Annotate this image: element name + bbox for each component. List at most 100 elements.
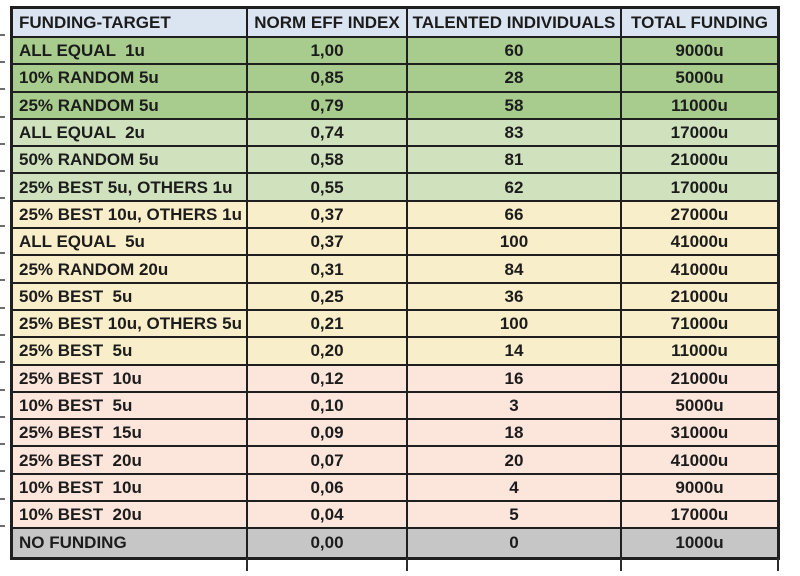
cell-norm-eff-index[interactable]: 1,00 bbox=[248, 38, 408, 64]
cell-talented-individuals[interactable]: 0 bbox=[408, 529, 622, 557]
cell-talented-individuals[interactable]: 84 bbox=[408, 256, 622, 282]
table-row: ALL EQUAL 2u 0,74 83 17000u bbox=[13, 119, 777, 148]
cell-norm-eff-index[interactable]: 0,25 bbox=[248, 283, 408, 309]
cell-norm-eff-index[interactable]: 0,37 bbox=[248, 229, 408, 255]
cell-total-funding[interactable]: 27000u bbox=[670, 204, 729, 224]
cell-norm-eff-index[interactable]: 0,37 bbox=[248, 201, 408, 228]
cell-funding-target[interactable]: 25% BEST 10u, OTHERS 5u bbox=[13, 310, 248, 337]
table-row: 50% BEST 5u 0,25 36 21000u bbox=[13, 283, 777, 311]
cell-total-funding[interactable]: 21000u bbox=[670, 286, 729, 306]
table-row: NO FUNDING 0,00 0 1000u bbox=[13, 529, 777, 557]
cell-total-funding[interactable]: 41000u bbox=[670, 450, 729, 470]
cell-talented-individuals[interactable]: 81 bbox=[408, 147, 622, 173]
cell-funding-target[interactable]: 10% RANDOM 5u bbox=[13, 65, 248, 91]
cell-funding-target[interactable]: 10% BEST 5u bbox=[13, 392, 248, 419]
cell-talented-individuals[interactable]: 14 bbox=[408, 338, 622, 364]
cell-funding-target[interactable]: 50% BEST 5u bbox=[13, 283, 248, 309]
cell-talented-individuals[interactable]: 100 bbox=[408, 310, 622, 337]
cell-talented-individuals[interactable]: 20 bbox=[408, 447, 622, 473]
cell-total-funding[interactable]: 5000u bbox=[675, 396, 724, 415]
cell-talented-individuals[interactable]: 16 bbox=[408, 365, 622, 391]
cell-talented-individuals[interactable]: 60 bbox=[408, 38, 622, 64]
cell-norm-eff-index[interactable]: 0,10 bbox=[248, 392, 408, 419]
cell-funding-target[interactable]: 10% BEST 20u bbox=[13, 502, 248, 528]
cell-funding-target[interactable]: 25% BEST 20u bbox=[13, 447, 248, 473]
cell-total-funding[interactable]: 41000u bbox=[670, 259, 729, 279]
cell-total-funding[interactable]: 5000u bbox=[675, 68, 724, 88]
cell-total-funding[interactable]: 9000u bbox=[675, 477, 724, 497]
cell-talented-individuals[interactable]: 66 bbox=[408, 201, 622, 228]
cell-norm-eff-index[interactable]: 0,12 bbox=[248, 365, 408, 391]
cell-norm-eff-index[interactable]: 0,74 bbox=[248, 119, 408, 146]
cell-norm-eff-index[interactable]: 0,21 bbox=[248, 310, 408, 337]
cell-funding-target[interactable]: 25% BEST 10u bbox=[13, 365, 248, 391]
cell-total-funding[interactable]: 17000u bbox=[670, 505, 729, 525]
header-funding-target[interactable]: FUNDING-TARGET bbox=[13, 9, 248, 36]
gridline-stub-col2 bbox=[406, 558, 408, 571]
cell-funding-target[interactable]: 10% BEST 10u bbox=[13, 474, 248, 501]
cell-funding-target[interactable]: 25% BEST 10u, OTHERS 1u bbox=[13, 201, 248, 228]
cell-funding-target[interactable]: 25% BEST 15u bbox=[13, 420, 248, 446]
cell-funding-target[interactable]: ALL EQUAL 2u bbox=[13, 119, 248, 146]
cell-funding-target[interactable]: 25% RANDOM 20u bbox=[13, 256, 248, 282]
cell-norm-eff-index[interactable]: 0,09 bbox=[248, 420, 408, 446]
cell-talented-individuals[interactable]: 4 bbox=[408, 474, 622, 501]
cell-norm-eff-index[interactable]: 0,79 bbox=[248, 92, 408, 118]
cell-norm-eff-index[interactable]: 0,00 bbox=[248, 529, 408, 557]
cell-norm-eff-index[interactable]: 0,31 bbox=[248, 256, 408, 282]
cell-funding-target[interactable]: ALL EQUAL 1u bbox=[13, 38, 248, 64]
cell-norm-eff-index[interactable]: 0,04 bbox=[248, 502, 408, 528]
table-row: 50% RANDOM 5u 0,58 81 21000u bbox=[13, 147, 777, 175]
table-row: 25% BEST 10u, OTHERS 1u 0,37 66 27000u bbox=[13, 201, 777, 230]
cell-talented-individuals[interactable]: 62 bbox=[408, 174, 622, 200]
cell-talented-individuals[interactable]: 83 bbox=[408, 119, 622, 146]
cell-total-funding[interactable]: 1000u bbox=[675, 533, 724, 553]
cell-talented-individuals[interactable]: 100 bbox=[408, 229, 622, 255]
cell-funding-target[interactable]: 25% BEST 5u, OTHERS 1u bbox=[13, 174, 248, 200]
cell-funding-target[interactable]: NO FUNDING bbox=[13, 529, 248, 557]
cell-funding-target[interactable]: 25% BEST 5u bbox=[13, 338, 248, 364]
cell-talented-individuals[interactable]: 36 bbox=[408, 283, 622, 309]
cell-total-funding[interactable]: 17000u bbox=[670, 123, 729, 143]
row-gridline-tick bbox=[0, 252, 5, 254]
cell-total-funding[interactable]: 41000u bbox=[670, 232, 729, 252]
row-gridline-tick bbox=[0, 170, 5, 172]
cell-talented-individuals[interactable]: 5 bbox=[408, 502, 622, 528]
cell-talented-individuals[interactable]: 3 bbox=[408, 392, 622, 419]
cell-total-funding[interactable]: 9000u bbox=[675, 41, 724, 61]
cell-total-funding[interactable]: 17000u bbox=[670, 177, 729, 197]
cell-norm-eff-index[interactable]: 0,20 bbox=[248, 338, 408, 364]
cell-total-funding[interactable]: 11000u bbox=[671, 95, 728, 115]
cell-total-funding[interactable]: 71000u bbox=[670, 314, 729, 334]
row-gridline-tick bbox=[0, 307, 5, 309]
cell-norm-eff-index[interactable]: 0,55 bbox=[248, 174, 408, 200]
cell-total-funding[interactable]: 31000u bbox=[670, 423, 729, 443]
row-gridline-tick bbox=[0, 197, 5, 199]
gridline-stub-col3 bbox=[620, 558, 622, 571]
cell-funding-target[interactable]: 25% RANDOM 5u bbox=[13, 92, 248, 118]
row-gridline-tick bbox=[0, 470, 5, 472]
table-row: ALL EQUAL 1u 1,00 60 9000u bbox=[13, 38, 777, 66]
row-gridline-tick bbox=[0, 334, 5, 336]
header-total-funding[interactable]: TOTAL FUNDING bbox=[631, 13, 768, 32]
table-row: 25% BEST 10u 0,12 16 21000u bbox=[13, 365, 777, 393]
cell-funding-target[interactable]: ALL EQUAL 5u bbox=[13, 229, 248, 255]
table-row: 10% BEST 10u 0,06 4 9000u bbox=[13, 474, 777, 503]
cell-total-funding[interactable]: 21000u bbox=[670, 150, 729, 170]
cell-norm-eff-index[interactable]: 0,06 bbox=[248, 474, 408, 501]
cell-talented-individuals[interactable]: 28 bbox=[408, 65, 622, 91]
cell-funding-target[interactable]: 50% RANDOM 5u bbox=[13, 147, 248, 173]
cell-total-funding[interactable]: 11000u bbox=[671, 341, 728, 361]
cell-total-funding[interactable]: 21000u bbox=[670, 368, 729, 388]
cell-talented-individuals[interactable]: 18 bbox=[408, 420, 622, 446]
table-row: ALL EQUAL 5u 0,37 100 41000u bbox=[13, 229, 777, 257]
row-gridline-tick bbox=[0, 279, 5, 281]
cell-norm-eff-index[interactable]: 0,85 bbox=[248, 65, 408, 91]
header-norm-eff-index[interactable]: NORM EFF INDEX bbox=[248, 9, 408, 36]
table-row: 25% BEST 10u, OTHERS 5u 0,21 100 71000u bbox=[13, 310, 777, 339]
cell-talented-individuals[interactable]: 58 bbox=[408, 92, 622, 118]
header-talented-individuals[interactable]: TALENTED INDIVIDUALS bbox=[408, 9, 622, 36]
table-row: 25% RANDOM 5u 0,79 58 11000u bbox=[13, 92, 777, 120]
cell-norm-eff-index[interactable]: 0,07 bbox=[248, 447, 408, 473]
cell-norm-eff-index[interactable]: 0,58 bbox=[248, 147, 408, 173]
